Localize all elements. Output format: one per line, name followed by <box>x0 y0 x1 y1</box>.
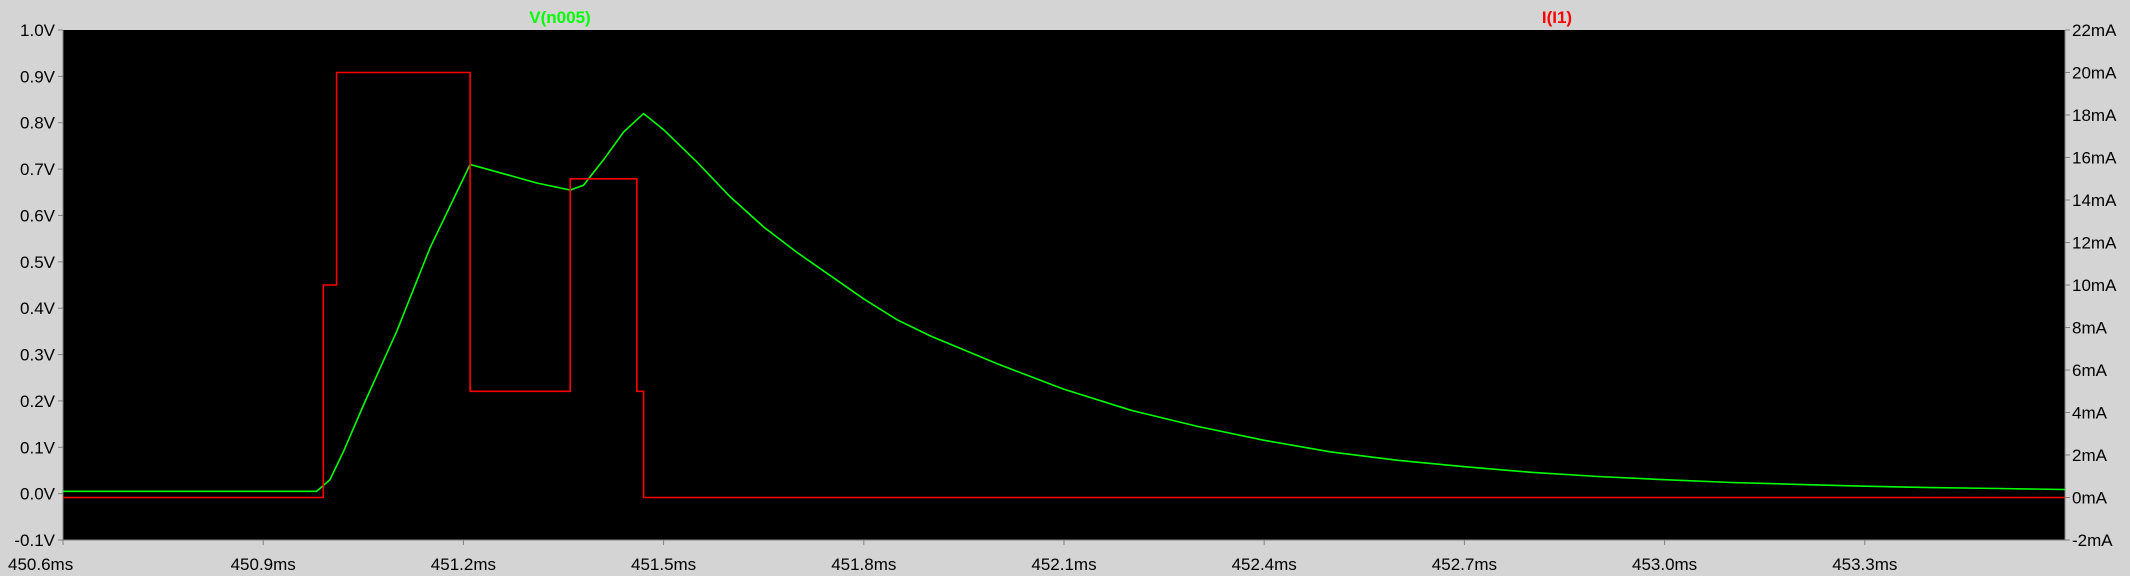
series-line-voltage[interactable] <box>63 112 2066 493</box>
left-tick-label: 1.0V <box>20 21 56 40</box>
x-tick-label: 452.1ms <box>1031 555 1096 574</box>
right-tick-label: -2mA <box>2072 531 2113 550</box>
left-tick-label: 0.7V <box>20 160 56 179</box>
right-tick-label: 2mA <box>2072 446 2108 465</box>
left-tick-label: 0.5V <box>20 253 56 272</box>
right-tick-label: 6mA <box>2072 361 2108 380</box>
x-tick-label: 451.5ms <box>631 555 696 574</box>
x-tick-label: 453.0ms <box>1632 555 1697 574</box>
left-tick-label: 0.3V <box>20 346 56 365</box>
left-tick-label: 0.6V <box>20 206 56 225</box>
right-tick-label: 8mA <box>2072 319 2108 338</box>
x-tick-label: 451.2ms <box>431 555 496 574</box>
right-tick-label: 18mA <box>2072 106 2117 125</box>
left-tick-label: 0.2V <box>20 392 56 411</box>
left-tick-label: 0.9V <box>20 67 56 86</box>
x-tick-label: 450.9ms <box>231 555 296 574</box>
right-tick-label: 4mA <box>2072 404 2108 423</box>
x-tick-label: 451.8ms <box>831 555 896 574</box>
series-line-current[interactable] <box>63 71 2065 499</box>
right-tick-label: 16mA <box>2072 149 2117 168</box>
left-tick-label: 0.1V <box>20 438 56 457</box>
right-tick-label: 20mA <box>2072 64 2117 83</box>
plot-area[interactable] <box>63 30 2065 540</box>
legend-v-n005[interactable]: V(n005) <box>529 8 590 27</box>
series-layer <box>63 71 2066 499</box>
right-tick-label: 10mA <box>2072 276 2117 295</box>
x-tick-label: 453.3ms <box>1832 555 1897 574</box>
left-tick-label: 0.8V <box>20 114 56 133</box>
x-tick-label: 452.7ms <box>1432 555 1497 574</box>
x-tick-label: 452.4ms <box>1232 555 1297 574</box>
x-tick-label: 450.6ms <box>8 555 73 574</box>
right-tick-label: 0mA <box>2072 489 2108 508</box>
legend-i-i1[interactable]: I(I1) <box>1542 8 1572 27</box>
left-tick-label: 0.4V <box>20 299 56 318</box>
right-tick-label: 22mA <box>2072 21 2117 40</box>
legend-layer: V(n005) I(I1) <box>529 8 1572 27</box>
ticks-layer: 1.0V 0.9V 0.8V 0.7V 0.6V 0.5V 0.4V 0.3V 0.2V 0.1V… <box>8 21 2117 574</box>
left-tick-label: 0.0V <box>20 485 56 504</box>
right-tick-label: 12mA <box>2072 234 2117 253</box>
right-tick-label: 14mA <box>2072 191 2117 210</box>
left-tick-label: -0.1V <box>14 531 55 550</box>
